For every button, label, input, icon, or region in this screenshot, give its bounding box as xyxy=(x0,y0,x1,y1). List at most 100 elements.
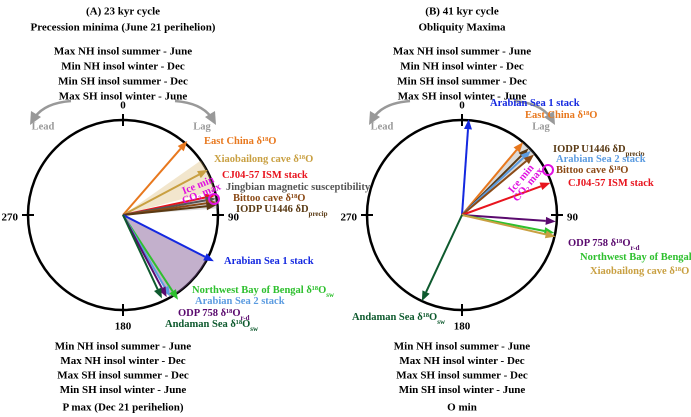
label-text: Andaman Sea δ¹⁸O xyxy=(352,312,437,323)
insolation-line: Max NH insol summer - June xyxy=(54,46,192,58)
label-text: Arabian Sea 2 stack xyxy=(195,296,285,307)
insolation-line: Max SH insol winter - June xyxy=(59,91,188,103)
insolation-line: Min NH insol winter - Dec xyxy=(400,61,524,73)
label-subscript: r-d xyxy=(241,314,250,322)
arrow-label: CJ04-57 ISM stack xyxy=(222,170,308,181)
label-subscript: precip xyxy=(309,210,328,218)
insolation-line: Min NH insol winter - Dec xyxy=(61,61,185,73)
lag-arrowhead xyxy=(544,111,555,125)
ice-marker xyxy=(542,164,554,176)
arrow-label: East China δ¹⁸O xyxy=(204,136,276,147)
label-subscript: sw xyxy=(250,325,259,333)
arrow-label: Arabian Sea 1 stack xyxy=(224,256,314,267)
insolation-line: Min SH insol summer - Dec xyxy=(397,76,527,88)
insolation-line: Max NH insol summer - June xyxy=(393,46,531,58)
axis-label: 0 xyxy=(459,100,465,112)
label-text: Northwest Bay of Bengal δ¹⁸O xyxy=(580,252,691,263)
panel-title: (B) 41 kyr cycle xyxy=(425,6,499,18)
insolation-line: Min NH insol summer - June xyxy=(394,341,531,353)
arrow-label: Xiaobailong cave δ¹⁸O xyxy=(214,154,313,165)
axis-label: 90 xyxy=(228,212,240,224)
phase-range xyxy=(123,215,208,298)
arrow-label: Andaman Sea δ¹⁸Osw xyxy=(165,319,259,332)
lead-label: Lead xyxy=(32,121,55,132)
arrowhead xyxy=(169,289,179,300)
axis-label: 180 xyxy=(454,321,471,333)
arrowhead xyxy=(545,216,556,225)
panel: (B) 41 kyr cycle Obliquity Maxima Max NH i… xyxy=(341,6,691,414)
phase-arrow xyxy=(122,147,182,216)
label-subscript: precip xyxy=(626,150,645,158)
phase-arrow xyxy=(461,160,527,216)
axis-label: 180 xyxy=(115,321,132,333)
label-subscript: r-d xyxy=(631,244,640,252)
panel-title: (A) 23 kyr cycle xyxy=(86,6,160,18)
arrow-label: Arabian Sea 2 stack xyxy=(556,154,646,165)
axis-label: 270 xyxy=(341,212,358,224)
arrowhead xyxy=(197,169,208,179)
lead-arrowhead xyxy=(30,111,41,125)
bottom-title: O min xyxy=(447,402,477,414)
lag-arrowhead xyxy=(205,111,216,125)
lag-arrow xyxy=(174,99,213,118)
insolation-line: Max NH insol winter - Dec xyxy=(60,355,185,367)
insolation-line: Min NH insol summer - June xyxy=(55,341,192,353)
ice-marker xyxy=(208,193,220,205)
label-subscript: sw xyxy=(437,318,446,326)
label-text: Arabian Sea 1 stack xyxy=(490,98,580,109)
arrowhead xyxy=(206,202,217,211)
phase-arrow xyxy=(122,214,206,258)
arrow-label: Northwest Bay of Bengal δ¹⁸Osw xyxy=(192,285,335,298)
axis-label: 0 xyxy=(120,100,126,112)
arrow-label: Bittoo cave δ¹⁸O xyxy=(556,165,628,176)
phase-arrow xyxy=(122,173,200,216)
phase-arrow xyxy=(122,214,159,290)
label-text: CJ04-57 ISM stack xyxy=(568,178,654,189)
label-text: Bittoo cave δ¹⁸O xyxy=(233,193,305,204)
arrow-label: Xiaobailong cave δ¹⁸O xyxy=(590,266,689,277)
axis-label: 270 xyxy=(2,212,19,224)
arrowhead xyxy=(177,141,188,152)
insolation-line: Max SH insol winter - June xyxy=(398,91,527,103)
arrow-label: ODP 758 δ¹⁸Or-d xyxy=(568,238,640,251)
phase-arrow xyxy=(461,214,547,236)
arrowhead xyxy=(520,150,531,161)
panel-subtitle: Obliquity Maxima xyxy=(418,22,506,34)
lead-arrow xyxy=(33,99,72,118)
arrow-label: Andaman Sea δ¹⁸Osw xyxy=(352,312,446,325)
bottom-title: P max (Dec 21 perihelion) xyxy=(63,402,184,414)
phase-arrow xyxy=(461,129,469,216)
insolation-line: Min SH insol winter - June xyxy=(399,384,526,396)
arrow-label: IODP U1446 δDprecip xyxy=(236,204,328,217)
label-subscript: sw xyxy=(326,291,335,299)
phase-arrow xyxy=(461,185,542,216)
arrow-label: Jingbian magnetic susceptibility xyxy=(226,182,371,193)
arrowhead xyxy=(513,142,524,153)
phase-arrow xyxy=(461,214,546,222)
lead-arrowhead xyxy=(369,111,380,125)
axis-label: 90 xyxy=(567,212,579,224)
arrow-label: ODP 758 δ¹⁸Or-d xyxy=(178,308,250,321)
label-text: Arabian Sea 1 stack xyxy=(224,256,314,267)
phase-arrow xyxy=(122,205,207,216)
arrow-label: Arabian Sea 1 stack xyxy=(490,98,580,109)
arrowhead xyxy=(464,119,472,130)
label-text: Arabian Sea 2 stack xyxy=(556,154,646,165)
panel-subtitle: Precession minima (June 21 perihelion) xyxy=(31,22,216,34)
phase-arrow xyxy=(461,149,518,216)
arrowhead xyxy=(539,182,551,191)
arrowhead xyxy=(421,290,430,302)
insolation-line: Max SH insol summer - Dec xyxy=(57,370,189,382)
label-text: East China δ¹⁸O xyxy=(525,110,597,121)
lag-label: Lag xyxy=(193,121,211,132)
arrowhead xyxy=(523,154,535,165)
arrow-label: Northwest Bay of Bengal δ¹⁸Osw xyxy=(580,252,691,265)
label-text: Xiaobailong cave δ¹⁸O xyxy=(590,266,689,277)
arrow-label: Bittoo cave δ¹⁸O xyxy=(233,193,305,204)
arrow-label: CJ04-57 ISM stack xyxy=(568,178,654,189)
phase-arrow xyxy=(425,214,463,293)
insolation-line: Min SH insol winter - June xyxy=(60,384,187,396)
arrow-label: Arabian Sea 2 stack xyxy=(195,296,285,307)
label-text: Andaman Sea δ¹⁸O xyxy=(165,319,250,330)
